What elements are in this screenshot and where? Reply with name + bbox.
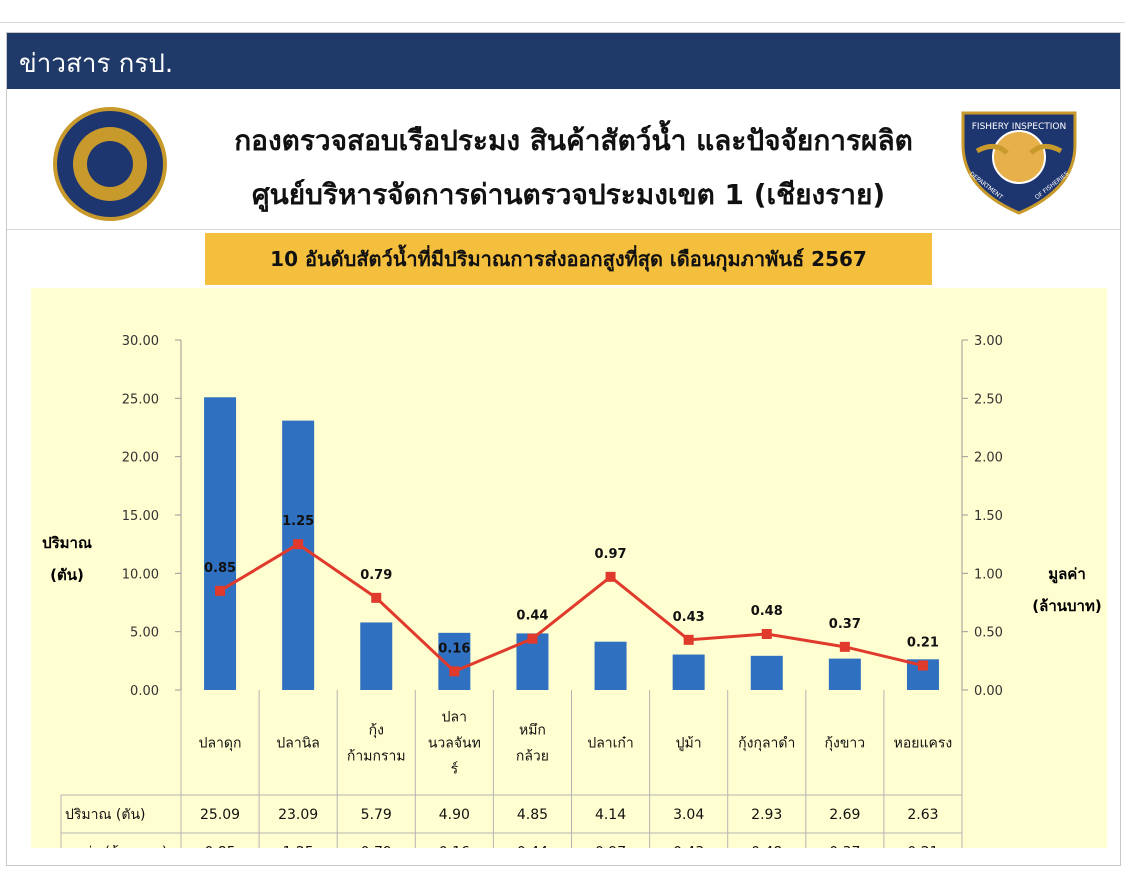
table-cell-value: 0.48 (751, 845, 782, 849)
top-divider (0, 22, 1125, 23)
bar (204, 397, 237, 690)
right-tick-label: 0.00 (974, 684, 1003, 699)
table-cell-quantity: 2.93 (751, 807, 782, 823)
table-cell-quantity: 4.14 (595, 807, 626, 823)
left-tick-label: 20.00 (122, 451, 159, 466)
table-cell-value: 0.21 (907, 845, 938, 849)
table-cell-value: 0.79 (361, 845, 392, 849)
right-tick-label: 2.00 (974, 451, 1003, 466)
table-cell-value: 0.97 (595, 845, 626, 849)
right-tick-label: 1.00 (974, 567, 1003, 582)
line-point (293, 539, 304, 550)
category-label: ปูม้า (676, 736, 702, 752)
line-point (371, 592, 382, 603)
line-data-label: 0.43 (673, 610, 705, 625)
badge-text-top: FISHERY INSPECTION (972, 122, 1067, 132)
line-data-label: 0.37 (829, 617, 861, 632)
line-data-label: 0.85 (204, 561, 236, 576)
bar (672, 654, 705, 690)
line-point (605, 571, 616, 582)
line-data-label: 0.21 (907, 636, 939, 651)
news-card: ข่าวสาร กรป. กองตรวจสอบเรือประมง สินค้าส… (6, 32, 1121, 871)
line-data-label: 1.25 (282, 514, 314, 529)
bar (828, 658, 861, 690)
left-axis-label: (ตัน) (50, 566, 84, 584)
category-label: ปลาดุก (199, 736, 242, 752)
table-cell-quantity: 2.63 (907, 807, 938, 823)
line-point (917, 660, 928, 671)
chart-panel: 0.00 5.00 10.00 15.00 20.00 25.00 30.00 0.00 0.5… (31, 288, 1107, 871)
bar (282, 420, 315, 690)
right-tick-label: 0.50 (974, 626, 1003, 641)
table-cell-quantity: 5.79 (361, 807, 392, 823)
category-label: กุ้งกุลาดำ (738, 736, 795, 752)
line-point (449, 666, 460, 677)
fishery-inspection-badge-icon: FISHERY INSPECTION DEPARTMENT OF FISHERI… (961, 111, 1077, 215)
table-cell-value: 1.25 (283, 845, 314, 849)
category-label: ปลานิล (276, 736, 319, 752)
right-axis-label: มูลค่า (1048, 565, 1086, 584)
line-point (839, 641, 850, 652)
left-tick-label: 30.00 (122, 334, 159, 349)
table-cell-quantity: 25.09 (200, 807, 240, 823)
table-cell-value: 0.43 (673, 845, 704, 849)
table-cell-quantity: 4.90 (439, 807, 470, 823)
right-axis-label: (ล้านบาท) (1032, 597, 1101, 615)
table-cell-value: 0.85 (204, 845, 235, 849)
table-cell-value: 0.37 (829, 845, 860, 849)
chart-title: 10 อันดับสัตว์น้ำที่มีปริมาณการส่งออกสูง… (205, 233, 932, 285)
category-label: กล้วย (516, 749, 549, 765)
banner: ข่าวสาร กรป. (7, 33, 1120, 89)
left-axis-label: ปริมาณ (42, 534, 92, 552)
category-label: หมึก (519, 723, 546, 739)
category-label: ร์ (451, 761, 459, 778)
left-tick-label: 5.00 (130, 626, 159, 641)
line-data-label: 0.48 (751, 604, 783, 619)
table-cell-quantity: 2.69 (829, 807, 860, 823)
category-label: หอยแครง (894, 736, 953, 752)
line-point (215, 585, 226, 596)
bar (360, 622, 393, 690)
category-label: ก้ามกราม (347, 749, 406, 765)
bar (750, 655, 783, 690)
header-line-2: ศูนย์บริหารจัดการด่านตรวจประมงเขต 1 (เชี… (251, 178, 886, 211)
table-cell-value: 0.16 (439, 845, 470, 849)
left-tick-label: 10.00 (122, 567, 159, 582)
category-label: กุ้ง (369, 723, 384, 739)
combo-chart: 0.00 5.00 10.00 15.00 20.00 25.00 30.00 0.00 0.5… (42, 334, 1102, 871)
left-tick-label: 25.00 (122, 392, 159, 407)
line-point (683, 634, 694, 645)
right-tick-label: 3.00 (974, 334, 1003, 349)
left-tick-label: 0.00 (130, 684, 159, 699)
table-cell-quantity: 23.09 (278, 807, 318, 823)
line-data-label: 0.44 (516, 609, 548, 624)
value-line (219, 542, 924, 674)
line-data-label: 0.16 (438, 641, 470, 656)
department-seal-icon (53, 107, 167, 221)
table-cell-quantity: 3.04 (673, 807, 704, 823)
line-data-label: 0.79 (360, 568, 392, 583)
table-row-header: ปริมาณ (ตัน) (65, 807, 146, 823)
category-label: ปลาเก๋า (587, 736, 633, 752)
line-data-label: 0.97 (595, 547, 627, 562)
table-cell-value: 0.44 (517, 845, 548, 849)
left-tick-label: 15.00 (122, 509, 159, 524)
category-label: นวลจันท (428, 736, 481, 752)
header: กองตรวจสอบเรือประมง สินค้าสัตว์น้ำ และปั… (7, 89, 1120, 230)
banner-title: ข่าวสาร กรป. (19, 49, 174, 79)
table-cell-quantity: 4.85 (517, 807, 548, 823)
bar (594, 641, 627, 690)
header-line-1: กองตรวจสอบเรือประมง สินค้าสัตว์น้ำ และปั… (234, 124, 913, 157)
right-tick-label: 1.50 (974, 509, 1003, 524)
category-label: กุ้งขาว (825, 736, 866, 752)
line-point (527, 633, 538, 644)
line-point (761, 629, 772, 639)
table-row-header: มูลค่า (ล้านบาท) (65, 845, 167, 849)
right-tick-label: 2.50 (974, 392, 1003, 407)
category-label: ปลา (442, 710, 467, 726)
